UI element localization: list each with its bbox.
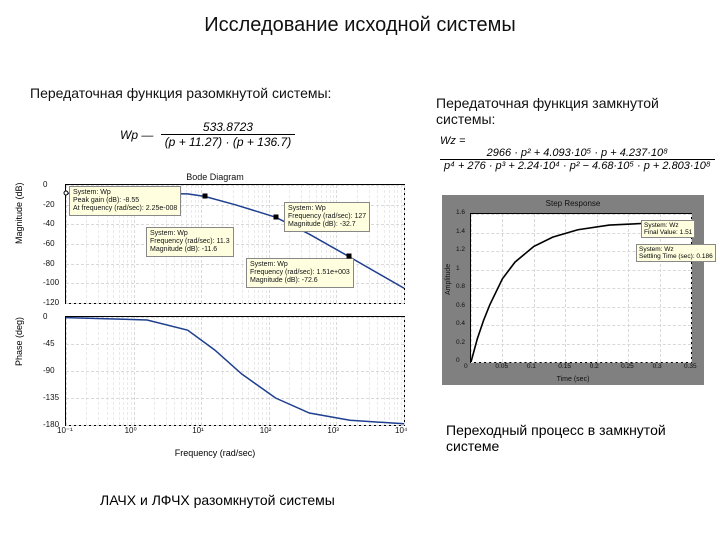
step-xlabel: Time (sec) [557, 376, 590, 383]
bode-magnitude-panel: System: WpPeak gain (dB): -8.55At freque… [65, 184, 405, 304]
bode-title: Bode Diagram [186, 172, 244, 182]
data-marker [346, 254, 351, 259]
bode-phase-panel [65, 316, 405, 426]
subtitle-open-loop: Передаточная функция разомкнутой системы… [30, 85, 331, 101]
step-title: Step Response [546, 199, 601, 208]
step-ylabel: Amplitude [445, 264, 452, 295]
datatip: System: WzSettling Time (sec): 0.186 [636, 244, 716, 262]
eq-numerator: 2966 · p² + 4.093·10⁵ · p + 4.237·10⁸ [440, 147, 715, 160]
step-response: Step Response Amplitude Time (sec) Syste… [442, 195, 704, 385]
page-title: Исследование исходной системы [0, 14, 720, 37]
caption-step: Переходный процесс в замкнутой системе [446, 422, 706, 454]
subtitle-closed-loop: Передаточная функция замкнутой системы: [436, 95, 720, 127]
equation-open-loop: Wp — 533.8723 (p + 11.27) · (p + 136.7) [120, 120, 295, 149]
eq-lhs: Wz = [440, 135, 465, 147]
data-marker [202, 194, 207, 199]
datatip: System: WpFrequency (rad/sec): 11.3Magni… [146, 227, 234, 257]
datatip: System: WpPeak gain (dB): -8.55At freque… [69, 186, 181, 216]
data-marker [273, 215, 278, 220]
caption-bode: ЛАЧХ и ЛФЧХ разомкнутой системы [100, 492, 335, 508]
eq-numerator: 533.8723 [161, 120, 296, 135]
bode-diagram: Bode Diagram Magnitude (dB) Phase (deg) … [10, 168, 420, 468]
datatip: System: WpFrequency (rad/sec): 127Magnit… [284, 202, 370, 232]
bode-ylabel-mag: Magnitude (dB) [14, 182, 24, 244]
datatip: System: WpFrequency (rad/sec): 1.51e+003… [246, 258, 354, 288]
bode-xlabel: Frequency (rad/sec) [175, 448, 256, 458]
equation-closed-loop: Wz = 2966 · p² + 4.093·10⁵ · p + 4.237·1… [440, 135, 720, 172]
step-plot-panel: System: WzFinal Value: 1.51System: WzSet… [470, 213, 692, 363]
eq-denominator: (p + 11.27) · (p + 136.7) [161, 135, 296, 149]
data-marker [64, 191, 69, 196]
eq-denominator: p⁴ + 276 · p³ + 2.24·10⁴ · p² − 4.68·10⁵… [440, 160, 715, 172]
eq-lhs: Wp — [120, 128, 153, 142]
bode-ylabel-phase: Phase (deg) [14, 317, 24, 366]
datatip: System: WzFinal Value: 1.51 [641, 220, 695, 238]
